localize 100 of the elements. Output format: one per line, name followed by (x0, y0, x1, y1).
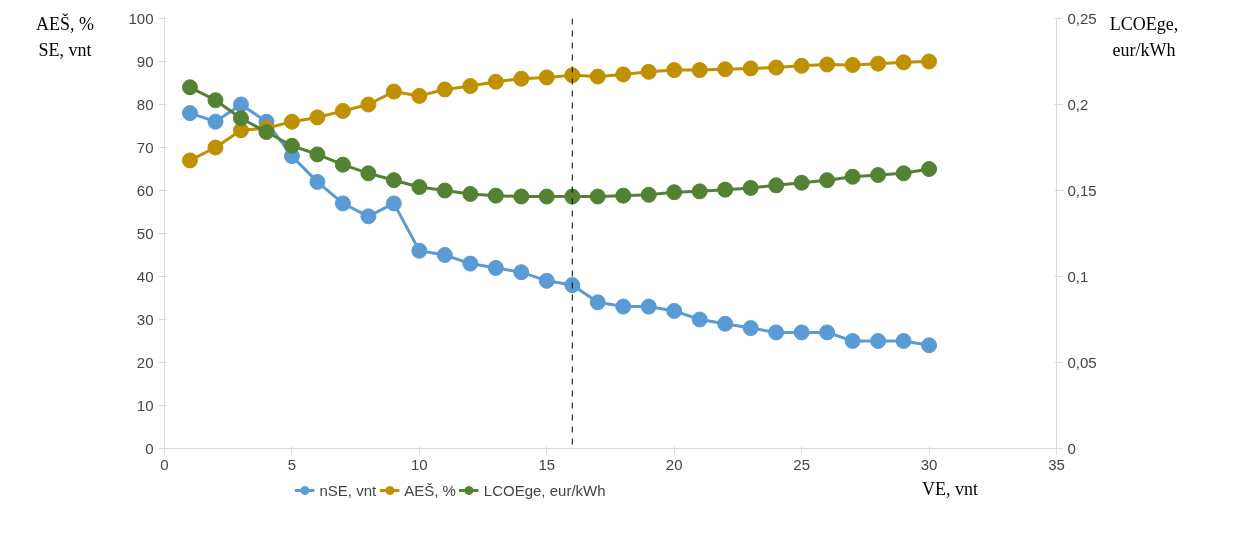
y2-axis-title: LCOEge, eur/kWh (1109, 13, 1179, 62)
point (895, 165, 912, 182)
y-tick-label: 30 (136, 310, 154, 328)
point (793, 57, 810, 74)
point (844, 168, 861, 185)
point (181, 79, 198, 96)
y-tick-label: 40 (136, 267, 154, 285)
point (615, 298, 632, 315)
point (487, 259, 504, 276)
y-tick-label: 20 (136, 353, 154, 371)
point (385, 83, 402, 100)
point (819, 56, 836, 73)
point (691, 183, 708, 200)
legend-label: LCOEge, eur/kWh (483, 481, 606, 499)
point (819, 324, 836, 341)
point (564, 188, 581, 205)
point (717, 61, 734, 78)
point (717, 181, 734, 198)
x-tick-label: 10 (411, 455, 428, 473)
point (487, 73, 504, 90)
x-tick-label: 15 (538, 455, 556, 473)
point (921, 53, 938, 70)
point (768, 324, 785, 341)
point (895, 54, 912, 71)
point (793, 174, 810, 191)
point (487, 187, 504, 204)
point (589, 188, 606, 205)
point (640, 63, 657, 80)
point (538, 272, 555, 289)
point (538, 188, 555, 205)
point (844, 333, 861, 349)
point (334, 195, 351, 212)
y2-tick-label: 0,1 (1067, 267, 1089, 285)
point (309, 173, 326, 190)
point (768, 177, 785, 194)
point (564, 67, 581, 84)
x-tick-label: 0 (160, 455, 169, 473)
y2-tick-label: 0,25 (1067, 9, 1097, 27)
point (334, 102, 351, 119)
point (462, 185, 479, 202)
point (921, 337, 938, 354)
point (538, 69, 555, 86)
point (513, 70, 530, 87)
point (564, 277, 581, 294)
point (181, 105, 198, 122)
point (411, 87, 428, 104)
point (691, 311, 708, 328)
y-tick-label: 70 (136, 138, 154, 156)
point (870, 55, 887, 72)
point (436, 247, 453, 263)
point (615, 187, 632, 204)
point (921, 161, 938, 177)
point (742, 179, 759, 196)
point (462, 255, 479, 272)
point (207, 92, 224, 109)
x-tick-label: 25 (793, 455, 810, 473)
point (819, 172, 836, 189)
y2-tick-label: 0,2 (1067, 95, 1089, 113)
point (360, 165, 377, 182)
point (640, 298, 657, 315)
point (258, 124, 275, 141)
point (283, 137, 300, 154)
y-tick-label: 60 (136, 181, 154, 199)
y2-tick-label: 0,05 (1067, 353, 1097, 371)
y2-tick-label: 0 (1067, 439, 1076, 457)
point (207, 139, 224, 156)
point (360, 208, 377, 225)
point (232, 110, 249, 127)
point (742, 60, 759, 77)
y2-tick-label: 0,15 (1067, 181, 1097, 199)
point (742, 320, 759, 337)
y-tick-label: 90 (136, 52, 154, 70)
point (666, 184, 683, 201)
legend-label: AEŠ, % (404, 481, 456, 499)
point (691, 62, 708, 79)
point (870, 167, 887, 184)
point (589, 68, 606, 85)
point (334, 156, 351, 173)
point (768, 59, 785, 76)
x-tick-label: 30 (920, 455, 938, 473)
point (283, 113, 300, 130)
point (181, 152, 198, 169)
x-tick-label: 5 (287, 455, 297, 473)
point (360, 96, 377, 113)
point (717, 315, 734, 332)
point (411, 242, 428, 259)
point (436, 182, 453, 199)
point (666, 62, 683, 79)
point (844, 56, 861, 73)
point (232, 96, 249, 113)
point (895, 333, 912, 349)
point (462, 78, 479, 94)
point (436, 81, 453, 98)
y-tick-label: 0 (145, 439, 154, 457)
point (207, 113, 224, 130)
point (385, 195, 402, 212)
y-axis-title: AEŠ, % SE, vnt (36, 12, 94, 62)
y-tick-label: 50 (136, 224, 154, 242)
point (309, 109, 326, 126)
point (615, 66, 632, 83)
